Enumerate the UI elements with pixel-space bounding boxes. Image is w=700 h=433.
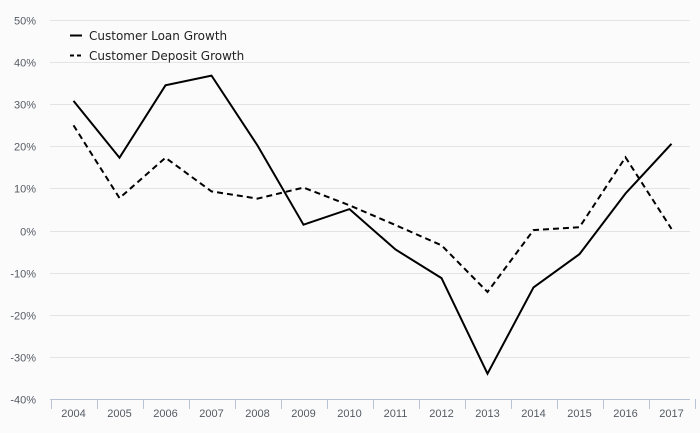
deposit-growth-line xyxy=(72,124,673,294)
y-tick-label: 20% xyxy=(14,142,36,154)
y-tick-label: -30% xyxy=(10,353,36,365)
loan-growth-line xyxy=(72,74,673,376)
y-tick-label: 10% xyxy=(14,184,36,196)
x-tick-label: 2016 xyxy=(613,408,637,420)
y-tick-label: 30% xyxy=(14,100,36,112)
x-tick-label: 2011 xyxy=(384,408,408,420)
x-tick-label: 2013 xyxy=(475,408,499,420)
x-axis: 2004 2005 2006 2007 2008 2009 2010 2011 2012 2013… xyxy=(50,399,696,420)
x-tick-label: 2014 xyxy=(521,408,545,420)
x-tick-label: 2008 xyxy=(245,408,269,420)
y-tick-label: -40% xyxy=(10,395,36,407)
y-tick-label: 40% xyxy=(14,58,36,70)
y-tick-label: 50% xyxy=(14,16,36,28)
x-tick-label: 2010 xyxy=(337,408,361,420)
x-tick-label: 2012 xyxy=(429,408,453,420)
y-tick-label: -10% xyxy=(10,269,36,281)
legend: Customer Loan Growth Customer Deposit Gro… xyxy=(70,29,244,63)
x-tick-label: 2007 xyxy=(199,408,223,420)
grid-lines xyxy=(50,20,690,358)
x-tick-label: 2005 xyxy=(107,408,131,420)
series-lines xyxy=(72,74,673,376)
y-axis-tick-labels: 50% 40% 30% 20% 10% 0% -10% -20% -30% -40% xyxy=(10,16,36,407)
y-tick-label: -20% xyxy=(10,311,36,323)
x-tick-label: 2006 xyxy=(153,408,177,420)
x-tick-label: 2009 xyxy=(291,408,315,420)
x-tick-label: 2004 xyxy=(61,408,85,420)
y-tick-label: 0% xyxy=(20,227,36,239)
legend-item-label: Customer Loan Growth xyxy=(89,29,227,43)
x-tick-label: 2015 xyxy=(567,408,591,420)
legend-item-label: Customer Deposit Growth xyxy=(89,49,244,63)
x-tick-label: 2017 xyxy=(659,408,683,420)
